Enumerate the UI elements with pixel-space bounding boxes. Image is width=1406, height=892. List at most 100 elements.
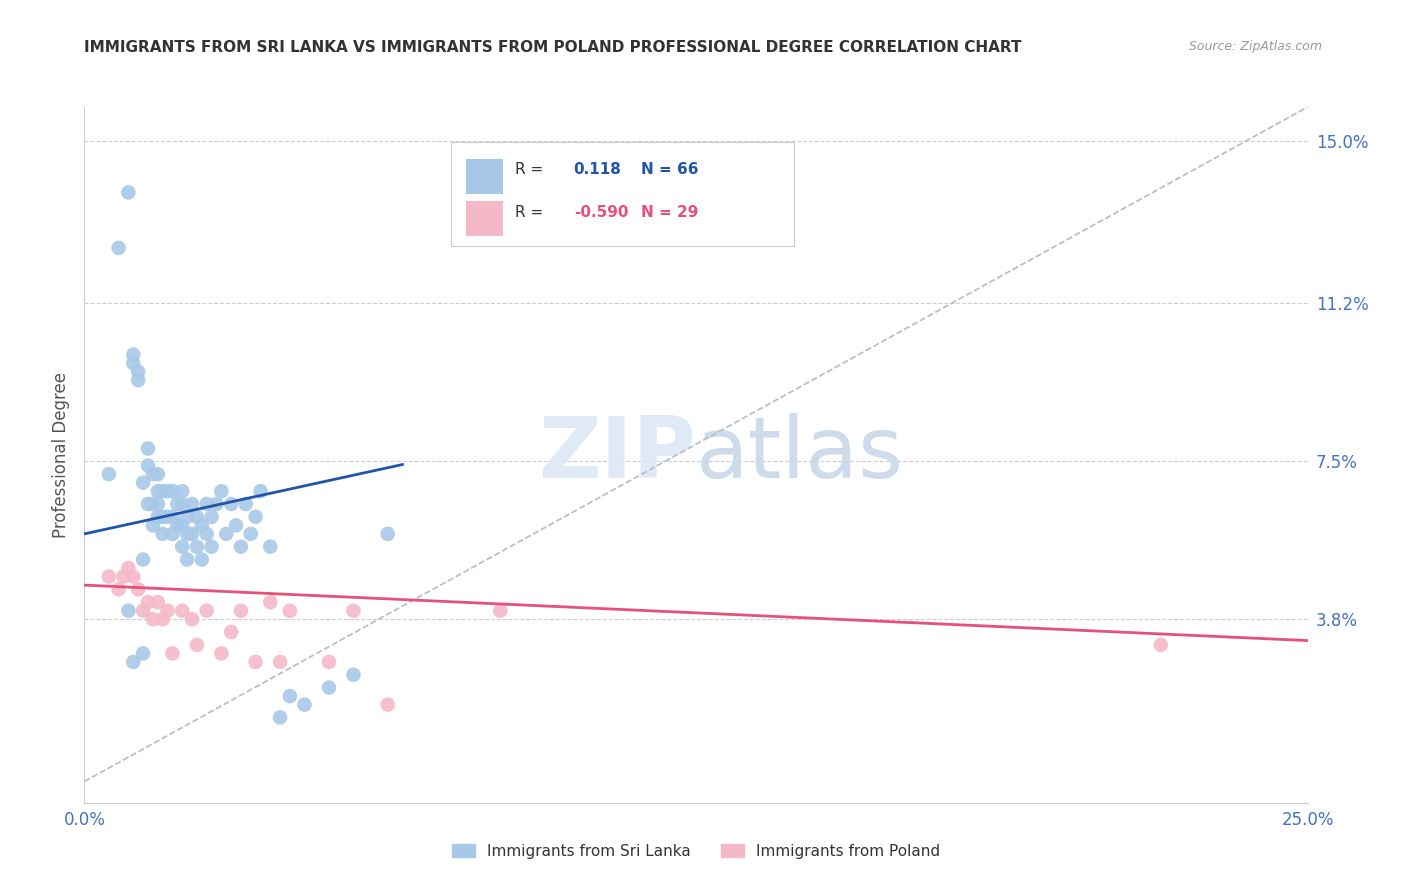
Point bbox=[122, 569, 145, 583]
Point bbox=[219, 497, 242, 511]
Point bbox=[122, 348, 145, 362]
Point bbox=[377, 698, 399, 712]
Point bbox=[107, 582, 129, 597]
Point bbox=[191, 552, 214, 566]
Point bbox=[146, 509, 169, 524]
Point bbox=[172, 497, 194, 511]
Point bbox=[200, 509, 222, 524]
Point bbox=[132, 552, 155, 566]
Point bbox=[269, 710, 291, 724]
Point bbox=[132, 604, 155, 618]
Point bbox=[162, 527, 184, 541]
Point bbox=[191, 518, 214, 533]
Point bbox=[142, 518, 165, 533]
Point bbox=[142, 612, 165, 626]
Point bbox=[195, 604, 218, 618]
Point bbox=[195, 527, 218, 541]
Text: R =: R = bbox=[515, 162, 543, 178]
Point bbox=[136, 442, 159, 456]
Text: R =: R = bbox=[515, 205, 543, 220]
Point bbox=[117, 561, 139, 575]
Point bbox=[142, 497, 165, 511]
Point bbox=[377, 527, 399, 541]
Point bbox=[259, 595, 281, 609]
Point bbox=[181, 612, 204, 626]
Point bbox=[117, 604, 139, 618]
Text: 0.118: 0.118 bbox=[574, 162, 621, 178]
Point bbox=[117, 186, 139, 200]
Text: N = 66: N = 66 bbox=[641, 162, 699, 178]
Point bbox=[259, 540, 281, 554]
Point bbox=[152, 612, 174, 626]
Text: IMMIGRANTS FROM SRI LANKA VS IMMIGRANTS FROM POLAND PROFESSIONAL DEGREE CORRELAT: IMMIGRANTS FROM SRI LANKA VS IMMIGRANTS … bbox=[84, 40, 1022, 55]
Point bbox=[278, 604, 301, 618]
Point bbox=[219, 625, 242, 640]
Point bbox=[152, 509, 174, 524]
Point bbox=[162, 484, 184, 499]
Bar bbox=[465, 159, 503, 194]
Point bbox=[172, 484, 194, 499]
Point bbox=[229, 540, 252, 554]
Point bbox=[186, 509, 208, 524]
Point bbox=[97, 467, 120, 482]
Point bbox=[186, 540, 208, 554]
Point bbox=[127, 365, 149, 379]
Point bbox=[1150, 638, 1173, 652]
Point bbox=[225, 518, 247, 533]
Point bbox=[200, 540, 222, 554]
Point bbox=[342, 667, 364, 681]
Text: Source: ZipAtlas.com: Source: ZipAtlas.com bbox=[1188, 40, 1322, 54]
Point bbox=[136, 458, 159, 473]
Point bbox=[245, 509, 267, 524]
Point bbox=[205, 497, 228, 511]
Point bbox=[152, 527, 174, 541]
Point bbox=[278, 689, 301, 703]
Point bbox=[181, 527, 204, 541]
Point bbox=[136, 497, 159, 511]
Point bbox=[209, 484, 232, 499]
Point bbox=[162, 509, 184, 524]
Point bbox=[156, 604, 179, 618]
Point bbox=[152, 484, 174, 499]
Point bbox=[146, 497, 169, 511]
Point bbox=[186, 638, 208, 652]
Point bbox=[146, 484, 169, 499]
Point bbox=[176, 509, 198, 524]
Point bbox=[127, 373, 149, 387]
Point bbox=[156, 484, 179, 499]
Point bbox=[142, 467, 165, 482]
Point bbox=[215, 527, 238, 541]
Point bbox=[245, 655, 267, 669]
Point bbox=[239, 527, 262, 541]
Point bbox=[318, 655, 340, 669]
Point bbox=[132, 475, 155, 490]
Point bbox=[195, 497, 218, 511]
Point bbox=[146, 595, 169, 609]
Point bbox=[107, 241, 129, 255]
Point bbox=[166, 497, 188, 511]
Point bbox=[127, 582, 149, 597]
Bar bbox=[465, 201, 503, 235]
Point bbox=[176, 552, 198, 566]
Point bbox=[97, 569, 120, 583]
Point bbox=[294, 698, 316, 712]
Text: ZIP: ZIP bbox=[538, 413, 696, 497]
Point bbox=[112, 569, 135, 583]
Point bbox=[235, 497, 257, 511]
Point bbox=[122, 655, 145, 669]
Point bbox=[122, 356, 145, 370]
FancyBboxPatch shape bbox=[451, 142, 794, 246]
Y-axis label: Professional Degree: Professional Degree bbox=[52, 372, 70, 538]
Point bbox=[162, 647, 184, 661]
Legend: Immigrants from Sri Lanka, Immigrants from Poland: Immigrants from Sri Lanka, Immigrants fr… bbox=[446, 838, 946, 864]
Point bbox=[176, 527, 198, 541]
Point bbox=[269, 655, 291, 669]
Point bbox=[172, 518, 194, 533]
Point bbox=[209, 647, 232, 661]
Point bbox=[342, 604, 364, 618]
Point bbox=[318, 681, 340, 695]
Point bbox=[172, 604, 194, 618]
Text: -0.590: -0.590 bbox=[574, 205, 628, 220]
Point bbox=[229, 604, 252, 618]
Point bbox=[489, 604, 512, 618]
